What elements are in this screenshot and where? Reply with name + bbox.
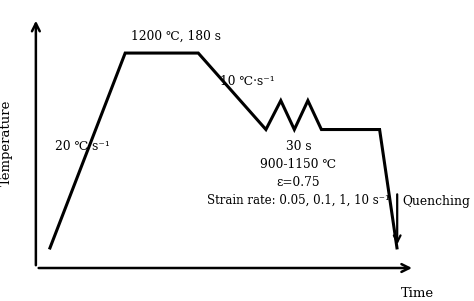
Text: Quenching: Quenching [402,195,471,208]
Text: Strain rate: 0.05, 0.1, 1, 10 s⁻¹: Strain rate: 0.05, 0.1, 1, 10 s⁻¹ [207,194,390,206]
Text: 1200 ℃, 180 s: 1200 ℃, 180 s [131,30,220,43]
Text: 10 ℃·s⁻¹: 10 ℃·s⁻¹ [220,76,274,88]
Text: ε=0.75: ε=0.75 [277,176,320,189]
Text: Temperature: Temperature [0,100,13,186]
Text: 30 s: 30 s [286,140,311,153]
Text: Time: Time [401,287,434,299]
Text: 20 ℃·s⁻¹: 20 ℃·s⁻¹ [55,140,109,153]
Text: 900-1150 ℃: 900-1150 ℃ [260,158,337,172]
